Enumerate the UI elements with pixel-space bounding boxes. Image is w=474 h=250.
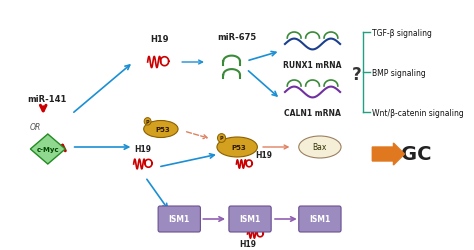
Text: miR-675: miR-675 xyxy=(218,33,257,42)
Circle shape xyxy=(218,134,226,143)
FancyBboxPatch shape xyxy=(299,206,341,232)
Polygon shape xyxy=(30,134,65,164)
Text: P: P xyxy=(220,136,223,141)
Text: TGF-β signaling: TGF-β signaling xyxy=(372,28,432,37)
FancyBboxPatch shape xyxy=(158,206,201,232)
Text: ISM1: ISM1 xyxy=(169,215,190,224)
Ellipse shape xyxy=(217,138,257,157)
Text: miR-141: miR-141 xyxy=(27,95,67,104)
Text: ?: ? xyxy=(352,66,362,84)
Text: GC: GC xyxy=(401,145,432,164)
FancyArrow shape xyxy=(372,144,404,165)
Text: CALN1 mRNA: CALN1 mRNA xyxy=(284,108,341,117)
Ellipse shape xyxy=(299,136,341,158)
Text: Wnt/β-catenin signaling: Wnt/β-catenin signaling xyxy=(372,108,464,117)
Text: BMP signaling: BMP signaling xyxy=(372,68,426,77)
Text: ISM1: ISM1 xyxy=(239,215,261,224)
FancyBboxPatch shape xyxy=(229,206,271,232)
Text: P53: P53 xyxy=(232,144,246,150)
Text: H19: H19 xyxy=(240,240,257,248)
Text: Bax: Bax xyxy=(313,143,327,152)
Circle shape xyxy=(144,118,151,126)
Text: c-Myc: c-Myc xyxy=(36,146,59,152)
Text: P: P xyxy=(146,119,149,124)
Text: OR: OR xyxy=(29,123,41,132)
Text: ISM1: ISM1 xyxy=(309,215,330,224)
Ellipse shape xyxy=(144,121,178,138)
Text: H19: H19 xyxy=(150,35,168,44)
Text: RUNX1 mRNA: RUNX1 mRNA xyxy=(283,60,342,69)
Text: P53: P53 xyxy=(155,126,170,132)
Text: H19: H19 xyxy=(134,145,151,154)
Text: H19: H19 xyxy=(255,150,273,159)
